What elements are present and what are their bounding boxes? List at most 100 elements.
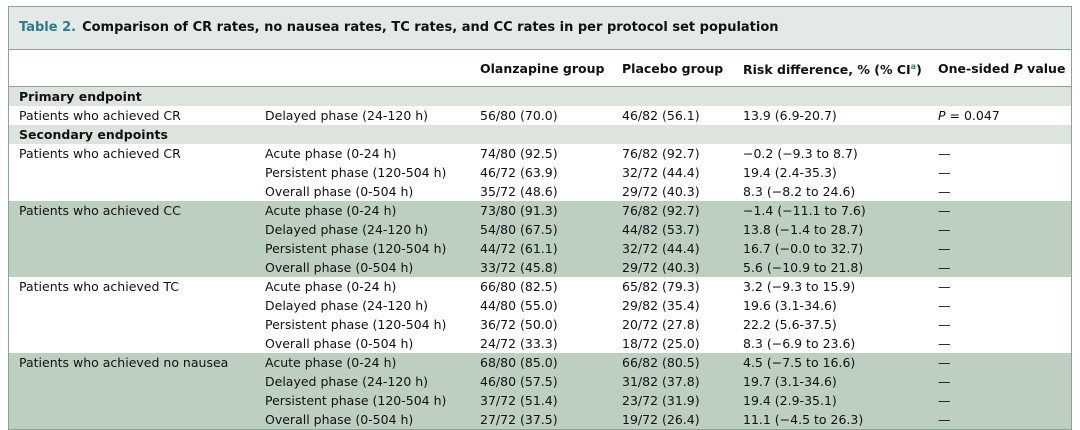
table-row: Delayed phase (24-120 h) 44/80 (55.0) 29/8… <box>9 296 1071 315</box>
table-cell: Delayed phase (24-120 h) <box>255 220 470 239</box>
cell-text: Risk difference, % (% CI <box>743 62 911 78</box>
table-cell: — <box>928 201 1071 220</box>
group-label: Patients who achieved CC <box>9 201 255 220</box>
table-cell: 18/72 (25.0) <box>622 336 700 351</box>
table-cell: — <box>928 239 1071 258</box>
title-label: Table 2. <box>19 20 77 35</box>
table-cell: Acute phase (0-24 h) <box>255 201 470 220</box>
table-cell: Delayed phase (24-120 h) <box>265 108 429 123</box>
table-cell: 76/82 (92.7) <box>612 201 733 220</box>
header-cell <box>9 50 255 87</box>
table-cell: 33/72 (45.8) <box>470 258 612 277</box>
table-row: Overall phase (0-504 h) 35/72 (48.6) 29/72… <box>9 182 1071 201</box>
table-cell: 76/82 (92.7) <box>622 146 700 161</box>
table-cell: 44/82 (53.7) <box>612 220 733 239</box>
group-label <box>9 372 255 391</box>
cell-text: = 0.047 <box>945 108 1000 123</box>
header-cell: Risk difference, % (% CIa) <box>733 50 928 87</box>
table-cell: — <box>928 353 1071 372</box>
table-cell: 68/80 (85.0) <box>470 353 612 372</box>
group-label <box>9 296 255 315</box>
table-row: Patients who achieved CR Acute phase (0-2… <box>9 144 1071 163</box>
table-row: Overall phase (0-504 h) 27/72 (37.5) 19/72… <box>9 410 1071 429</box>
table-row: Persistent phase (120-504 h) 36/72 (50.0)… <box>9 315 1071 334</box>
group-label <box>9 258 255 277</box>
table-cell: 23/72 (31.9) <box>612 391 733 410</box>
table-cell: 4.5 (−7.5 to 16.6) <box>733 353 928 372</box>
table-cell: Overall phase (0-504 h) <box>265 336 414 351</box>
header-row: Olanzapine group Placebo group Risk differ… <box>9 50 1071 87</box>
table-cell: 19.4 (2.4-35.3) <box>743 165 837 180</box>
table-cell: — <box>938 146 951 161</box>
table-cell: 13.8 (−1.4 to 28.7) <box>733 220 928 239</box>
group-label <box>9 182 255 201</box>
table-cell: 8.3 (−6.9 to 23.6) <box>743 336 856 351</box>
table-cell: Overall phase (0-504 h) <box>265 184 414 199</box>
table-cell: 24/72 (33.3) <box>480 336 558 351</box>
table-cell: 19.7 (3.1-34.6) <box>733 372 928 391</box>
group-label: Patients who achieved no nausea <box>9 353 255 372</box>
table-cell: Delayed phase (24-120 h) <box>255 372 470 391</box>
table-cell: 36/72 (50.0) <box>480 317 558 332</box>
section-title: Primary endpoint <box>9 86 1071 106</box>
table-cell: 46/82 (56.1) <box>622 108 700 123</box>
table-cell: — <box>928 391 1071 410</box>
table-row: Delayed phase (24-120 h) 46/80 (57.5) 31/8… <box>9 372 1071 391</box>
table-cell: 19.4 (2.9-35.1) <box>733 391 928 410</box>
cell-text: One-sided <box>938 60 1014 76</box>
table-cell: — <box>938 165 951 180</box>
table-cell: Persistent phase (120-504 h) <box>265 317 447 332</box>
table-row: Patients who achieved no nausea Acute pha… <box>9 353 1071 372</box>
header-cell: One-sided P value <box>928 50 1071 87</box>
section-row: Secondary endpoints <box>9 125 1071 144</box>
table-cell: 8.3 (−8.2 to 24.6) <box>743 184 856 199</box>
table-cell: 22.2 (5.6-37.5) <box>743 317 837 332</box>
table-row: Patients who achieved CR Delayed phase (2… <box>9 106 1071 125</box>
table-cell: — <box>928 220 1071 239</box>
table-row: Patients who achieved CC Acute phase (0-2… <box>9 201 1071 220</box>
table-cell: 27/72 (37.5) <box>470 410 612 429</box>
table: Olanzapine group Placebo group Risk differ… <box>9 50 1071 429</box>
table-cell: 73/80 (91.3) <box>470 201 612 220</box>
table-cell: 3.2 (−9.3 to 15.9) <box>743 279 856 294</box>
table-cell: Acute phase (0-24 h) <box>265 146 397 161</box>
table-cell: 65/82 (79.3) <box>622 279 700 294</box>
table-cell: P = 0.047 <box>928 106 1071 125</box>
table-cell: 46/80 (57.5) <box>470 372 612 391</box>
title-text: Comparison of CR rates, no nausea rates,… <box>82 20 779 35</box>
table-cell: 44/72 (61.1) <box>470 239 612 258</box>
table-cell: Persistent phase (120-504 h) <box>255 239 470 258</box>
table-cell: — <box>928 372 1071 391</box>
group-label <box>9 334 255 353</box>
table-row: Overall phase (0-504 h) 33/72 (45.8) 29/72… <box>9 258 1071 277</box>
table-cell: 19.6 (3.1-34.6) <box>743 298 837 313</box>
table-cell: 46/72 (63.9) <box>480 165 558 180</box>
table-cell: 29/72 (40.3) <box>622 184 700 199</box>
header-cell: Placebo group <box>612 50 733 87</box>
table-cell: Persistent phase (120-504 h) <box>255 391 470 410</box>
table-row: Persistent phase (120-504 h) 44/72 (61.1)… <box>9 239 1071 258</box>
group-label <box>9 315 255 334</box>
table-cell: 35/72 (48.6) <box>480 184 558 199</box>
table-cell: Acute phase (0-24 h) <box>265 279 397 294</box>
group-label <box>9 410 255 429</box>
group-label <box>9 239 255 258</box>
table-panel: Table 2. Comparison of CR rates, no nause… <box>8 6 1072 430</box>
table-cell: 19/72 (26.4) <box>612 410 733 429</box>
table-body: Primary endpoint Patients who achieved CR… <box>9 86 1071 429</box>
table-cell: Delayed phase (24-120 h) <box>265 298 429 313</box>
table-cell: 32/72 (44.4) <box>622 165 700 180</box>
section-title: Secondary endpoints <box>9 125 1071 144</box>
table-cell: — <box>938 298 951 313</box>
table-cell: 54/80 (67.5) <box>470 220 612 239</box>
table-cell: 5.6 (−10.9 to 21.8) <box>733 258 928 277</box>
cell-text: ) <box>916 62 922 78</box>
table-cell: −0.2 (−9.3 to 8.7) <box>743 146 858 161</box>
table-cell: Overall phase (0-504 h) <box>255 410 470 429</box>
table-cell: 56/80 (70.0) <box>480 108 558 123</box>
table-cell: 13.9 (6.9-20.7) <box>743 108 837 123</box>
table-row: Persistent phase (120-504 h) 46/72 (63.9)… <box>9 163 1071 182</box>
group-label <box>9 220 255 239</box>
group-label: Patients who achieved CR <box>19 108 181 123</box>
table-row: Delayed phase (24-120 h) 54/80 (67.5) 44/8… <box>9 220 1071 239</box>
